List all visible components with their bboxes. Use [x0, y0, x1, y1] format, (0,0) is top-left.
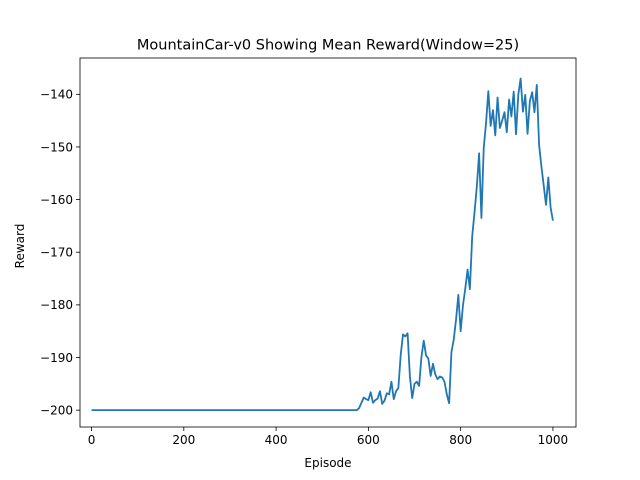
y-tick-label: −180 — [40, 298, 73, 312]
x-tick-label: 200 — [172, 433, 195, 447]
y-tick-label: −170 — [40, 246, 73, 260]
x-tick-label: 0 — [88, 433, 96, 447]
y-tick-label: −150 — [40, 140, 73, 154]
axes-frame — [79, 57, 577, 428]
y-tick-label: −160 — [40, 193, 73, 207]
y-tick-label: −200 — [40, 403, 73, 417]
chart-title: MountainCar-v0 Showing Mean Reward(Windo… — [137, 38, 519, 54]
axis-ticks: 0 200 400 600 800 1000 −200 −190 −180 −170 −160 −15… — [40, 88, 568, 447]
x-tick-label: 400 — [265, 433, 288, 447]
x-tick-label: 1000 — [538, 433, 569, 447]
x-tick-label: 600 — [357, 433, 380, 447]
y-axis-label: Reward — [13, 224, 27, 269]
x-axis-label: Episode — [304, 456, 351, 470]
plot-area — [91, 77, 554, 412]
y-tick-label: −190 — [40, 351, 73, 365]
y-tick-label: −140 — [40, 88, 73, 102]
x-tick-label: 800 — [449, 433, 472, 447]
series-line-0 — [91, 77, 554, 412]
